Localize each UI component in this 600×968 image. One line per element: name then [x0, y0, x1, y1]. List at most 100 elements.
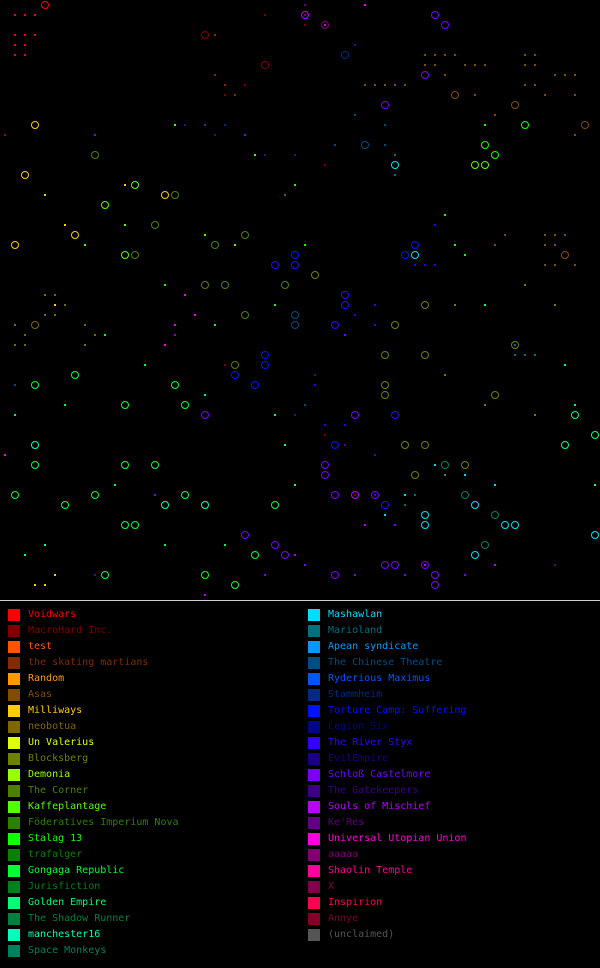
map-outpost-marker: [524, 354, 526, 356]
map-outpost-marker: [174, 334, 176, 336]
legend-item: Shaolin Temple: [308, 863, 600, 879]
map-outpost-marker: [324, 434, 326, 436]
legend-label: test: [28, 641, 53, 652]
map-city-marker: [561, 441, 569, 449]
map-outpost-marker: [474, 64, 476, 66]
map-outpost-marker: [294, 554, 296, 556]
map-city-marker: [241, 311, 249, 319]
map-city-marker: [511, 341, 519, 349]
legend-color-swatch: [8, 945, 20, 957]
legend-item: MacroHard Inc.: [8, 623, 308, 639]
map-outpost-marker: [524, 64, 526, 66]
map-city-marker: [71, 371, 79, 379]
map-city-marker: [391, 561, 399, 569]
map-outpost-marker: [14, 324, 16, 326]
legend-label: Kaffeplantage: [28, 801, 107, 812]
map-city-marker: [161, 501, 169, 509]
legend-color-swatch: [308, 881, 320, 893]
legend-item: Mashawlan: [308, 607, 600, 623]
map-outpost-marker: [434, 64, 436, 66]
map-outpost-marker: [434, 464, 436, 466]
legend-label: Stammheim: [328, 689, 383, 700]
legend-label: EvilEmpire: [328, 753, 389, 764]
legend-label: The Corner: [28, 785, 89, 796]
map-outpost-marker: [64, 224, 66, 226]
map-outpost-marker: [474, 94, 476, 96]
legend-item: Souls of Mischief: [308, 799, 600, 815]
map-city-marker: [291, 251, 299, 259]
map-outpost-marker: [404, 494, 406, 496]
map-outpost-marker: [264, 574, 266, 576]
legend-color-swatch: [8, 881, 20, 893]
map-outpost-marker: [434, 264, 436, 266]
legend-color-swatch: [8, 769, 20, 781]
legend-item: Ryderious Maximus: [308, 671, 600, 687]
map-outpost-marker: [424, 264, 426, 266]
legend-item: X: [308, 879, 600, 895]
legend-item: Marioland: [308, 623, 600, 639]
map-outpost-marker: [394, 174, 396, 176]
legend-label: the skating martians: [28, 657, 149, 668]
legend-label: Mashawlan: [328, 609, 383, 620]
territory-map[interactable]: [0, 0, 600, 600]
map-city-marker: [31, 381, 39, 389]
map-city-marker: [381, 391, 389, 399]
map-outpost-marker: [554, 244, 556, 246]
map-outpost-marker: [394, 524, 396, 526]
map-city-marker: [91, 151, 99, 159]
map-outpost-marker: [4, 134, 6, 136]
map-outpost-marker: [574, 94, 576, 96]
map-city-marker: [521, 121, 529, 129]
map-outpost-marker: [94, 334, 96, 336]
map-outpost-marker: [224, 124, 226, 126]
map-outpost-marker: [574, 404, 576, 406]
map-outpost-marker: [324, 24, 326, 26]
map-city-marker: [71, 231, 79, 239]
map-outpost-marker: [24, 334, 26, 336]
legend-label: Demonia: [28, 769, 71, 780]
legend-label: Asas: [28, 689, 53, 700]
map-outpost-marker: [44, 584, 46, 586]
map-outpost-marker: [234, 244, 236, 246]
map-city-marker: [581, 121, 589, 129]
map-outpost-marker: [294, 414, 296, 416]
map-outpost-marker: [394, 154, 396, 156]
map-outpost-marker: [24, 344, 26, 346]
map-city-marker: [461, 491, 469, 499]
legend-color-swatch: [8, 609, 20, 621]
legend-label: (unclaimed): [328, 929, 395, 940]
map-city-marker: [431, 11, 439, 19]
map-city-marker: [331, 491, 339, 499]
map-city-marker: [381, 501, 389, 509]
map-outpost-marker: [244, 134, 246, 136]
legend-label: Ke'Res: [328, 817, 365, 828]
map-city-marker: [591, 531, 599, 539]
map-city-marker: [11, 241, 19, 249]
legend-label: Inspirion: [328, 897, 383, 908]
map-outpost-marker: [534, 54, 536, 56]
legend-color-swatch: [8, 913, 20, 925]
legend-color-swatch: [308, 625, 320, 637]
map-outpost-marker: [44, 314, 46, 316]
map-city-marker: [201, 31, 209, 39]
legend-color-swatch: [308, 689, 320, 701]
legend-item: Gongaga Republic: [8, 863, 308, 879]
legend-color-swatch: [308, 817, 320, 829]
map-city-marker: [281, 551, 289, 559]
legend-color-swatch: [8, 897, 20, 909]
map-outpost-marker: [34, 14, 36, 16]
map-city-marker: [231, 581, 239, 589]
map-outpost-marker: [554, 304, 556, 306]
legend-item: neobotua: [8, 719, 308, 735]
map-outpost-marker: [354, 44, 356, 46]
map-outpost-marker: [214, 74, 216, 76]
map-outpost-marker: [104, 334, 106, 336]
map-outpost-marker: [214, 34, 216, 36]
map-outpost-marker: [354, 314, 356, 316]
map-outpost-marker: [304, 244, 306, 246]
map-outpost-marker: [34, 34, 36, 36]
map-outpost-marker: [374, 454, 376, 456]
legend-color-swatch: [8, 673, 20, 685]
map-city-marker: [591, 431, 599, 439]
map-outpost-marker: [24, 14, 26, 16]
